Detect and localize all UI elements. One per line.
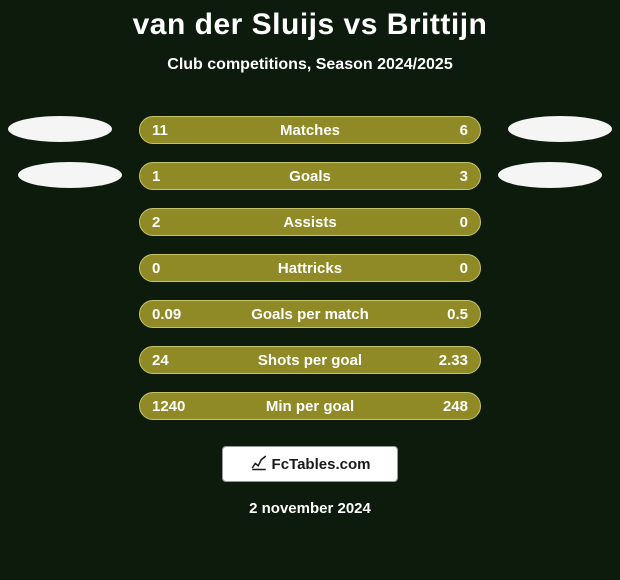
stat-row: 2 Assists 0: [139, 208, 481, 236]
stat-label: Goals per match: [212, 306, 408, 323]
stat-label: Assists: [212, 214, 408, 231]
date-text: 2 november 2024: [249, 500, 371, 517]
decor-ellipse: [8, 116, 112, 142]
stat-row: 11 Matches 6: [139, 116, 481, 144]
stat-left-value: 0: [152, 260, 212, 277]
stat-left-value: 24: [152, 352, 212, 369]
stat-row: 24 Shots per goal 2.33: [139, 346, 481, 374]
stat-label: Min per goal: [212, 398, 408, 415]
stat-row: 1240 Min per goal 248: [139, 392, 481, 420]
comparison-card: van der Sluijs vs Brittijn Club competit…: [0, 0, 620, 580]
page-title: van der Sluijs vs Brittijn: [133, 8, 488, 42]
stat-right-value: 6: [408, 122, 468, 139]
stat-right-value: 0: [408, 260, 468, 277]
subtitle: Club competitions, Season 2024/2025: [167, 56, 452, 74]
stat-label: Hattricks: [212, 260, 408, 277]
stats-rows: 11 Matches 6 1 Goals 3 2 Assists 0 0 Hat…: [0, 116, 620, 420]
stat-right-value: 2.33: [408, 352, 468, 369]
stat-left-value: 1: [152, 168, 212, 185]
decor-ellipse: [18, 162, 122, 188]
stat-row: 0 Hattricks 0: [139, 254, 481, 282]
brand-text: FcTables.com: [272, 456, 371, 473]
brand-link[interactable]: FcTables.com: [222, 446, 398, 482]
stat-left-value: 1240: [152, 398, 212, 415]
stat-row: 0.09 Goals per match 0.5: [139, 300, 481, 328]
decor-ellipse: [498, 162, 602, 188]
stat-left-value: 0.09: [152, 306, 212, 323]
stat-right-value: 0.5: [408, 306, 468, 323]
decor-ellipse: [508, 116, 612, 142]
stat-label: Goals: [212, 168, 408, 185]
stat-left-value: 2: [152, 214, 212, 231]
stat-label: Matches: [212, 122, 408, 139]
stat-right-value: 248: [408, 398, 468, 415]
stat-right-value: 0: [408, 214, 468, 231]
stat-right-value: 3: [408, 168, 468, 185]
stat-left-value: 11: [152, 122, 212, 139]
chart-icon: [250, 453, 268, 475]
stat-row: 1 Goals 3: [139, 162, 481, 190]
stat-label: Shots per goal: [212, 352, 408, 369]
